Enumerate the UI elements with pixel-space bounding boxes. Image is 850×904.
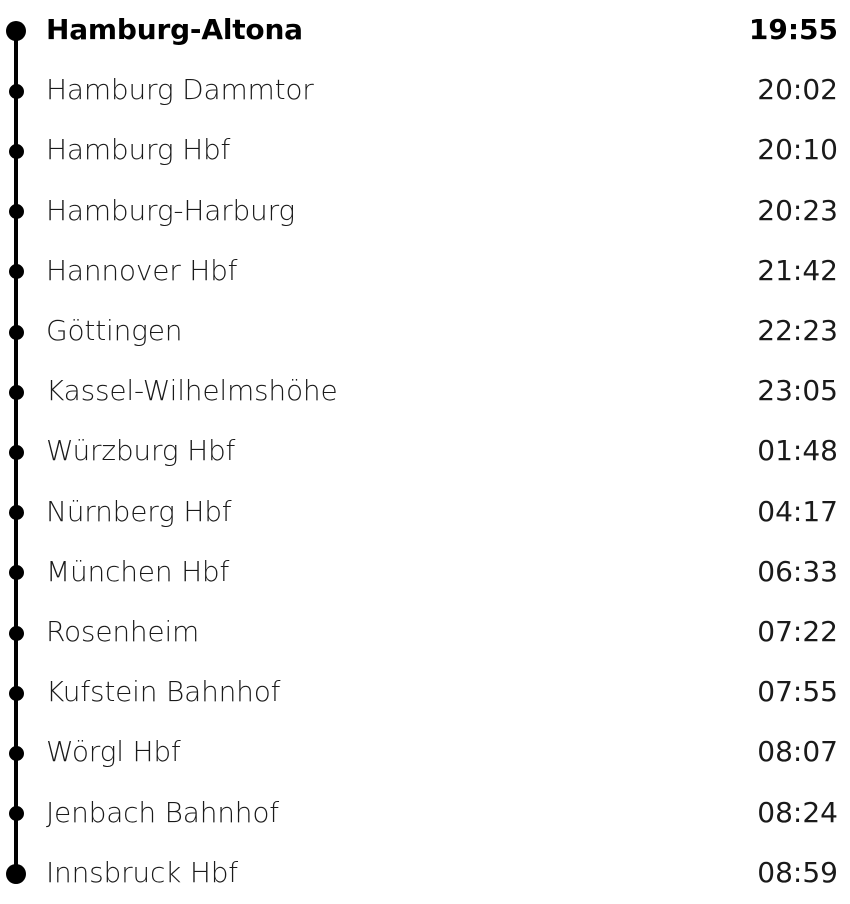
stop-name: Würzburg Hbf [46, 434, 236, 468]
stop-dot-icon [8, 264, 24, 280]
stop-time: 06:33 [757, 554, 838, 588]
stop-row: Nürnberg Hbf 04:17 [0, 483, 850, 543]
stop-time: 08:59 [757, 855, 838, 889]
stop-time: 19:55 [748, 13, 838, 46]
route-line-segment [14, 393, 18, 452]
stop-dot-icon [8, 143, 24, 159]
stop-row: Jenbach Bahnhof 08:24 [0, 784, 850, 844]
stop-dot-icon [8, 324, 24, 340]
stop-time: 23:05 [757, 374, 838, 408]
stop-row: Kufstein Bahnhof 07:55 [0, 663, 850, 723]
stop-dot-icon [8, 745, 24, 761]
stop-time: 20:10 [757, 133, 838, 167]
stop-dot-icon [8, 505, 24, 521]
stop-time: 08:24 [757, 795, 838, 829]
stop-dot-icon [8, 685, 24, 701]
stop-name: Innsbruck Hbf [46, 855, 238, 889]
stop-name: Kufstein Bahnhof [46, 675, 281, 709]
stop-row: Hamburg Hbf 20:10 [0, 121, 850, 181]
stop-time: 20:02 [757, 73, 838, 107]
stop-name: Wörgl Hbf [46, 735, 181, 769]
stop-row: Göttingen 22:23 [0, 302, 850, 362]
route-line-segment [14, 272, 18, 331]
stop-name: Jenbach Bahnhof [46, 795, 279, 829]
stop-name: Hamburg Dammtor [46, 73, 314, 107]
stop-dot-icon [8, 444, 24, 460]
stop-name: München Hbf [46, 554, 230, 588]
stop-time: 04:17 [757, 494, 838, 528]
stop-name: Hannover Hbf [46, 253, 238, 287]
stop-row: Rosenheim 07:22 [0, 603, 850, 663]
stop-row: Innsbruck Hbf 08:59 [0, 844, 850, 904]
stop-name: Hamburg Hbf [46, 133, 231, 167]
route-line-segment [14, 814, 18, 873]
stop-row: Wörgl Hbf 08:07 [0, 723, 850, 783]
terminal-stop-dot-icon [6, 863, 26, 884]
stop-name: Nürnberg Hbf [46, 494, 232, 528]
stop-name: Kassel-Wilhelmshöhe [46, 374, 338, 408]
route-line-segment [14, 333, 18, 392]
stop-time: 22:23 [757, 314, 838, 347]
stop-row: Kassel-Wilhelmshöhe 23:05 [0, 362, 850, 422]
stop-row: Hamburg Dammtor 20:02 [0, 61, 850, 121]
route-line-segment [14, 212, 18, 271]
route-line-segment [14, 634, 18, 693]
route-line-segment [14, 453, 18, 512]
stop-time: 07:22 [757, 615, 838, 648]
route-line-segment [14, 573, 18, 632]
stop-time: 21:42 [757, 253, 838, 287]
stop-name: Göttingen [46, 314, 183, 347]
stop-dot-icon [8, 806, 24, 822]
route-line-segment [14, 152, 18, 211]
stop-row: Hamburg-Harburg 20:23 [0, 182, 850, 242]
stop-name: Hamburg-Altona [46, 13, 303, 46]
stop-dot-icon [8, 204, 24, 220]
stop-row: Hamburg-Altona 19:55 [0, 1, 850, 61]
stop-time: 01:48 [757, 434, 838, 468]
stop-dot-icon [8, 384, 24, 400]
stop-dot-icon [8, 83, 24, 99]
stop-row: Hannover Hbf 21:42 [0, 242, 850, 302]
stop-row: Würzburg Hbf 01:48 [0, 422, 850, 482]
stop-time: 20:23 [757, 193, 838, 227]
route-line-segment [14, 513, 18, 572]
stop-dot-icon [8, 565, 24, 581]
stop-row: München Hbf 06:33 [0, 543, 850, 603]
stop-name: Hamburg-Harburg [46, 193, 296, 227]
terminal-stop-dot-icon [6, 21, 26, 41]
stop-time: 08:07 [757, 735, 838, 769]
stop-dot-icon [8, 625, 24, 641]
stop-time: 07:55 [757, 675, 838, 709]
route-line-segment [14, 754, 18, 813]
stop-name: Rosenheim [46, 615, 200, 648]
route-line-segment [14, 694, 18, 753]
route-line-segment [14, 32, 18, 91]
route-line-segment [14, 92, 18, 151]
